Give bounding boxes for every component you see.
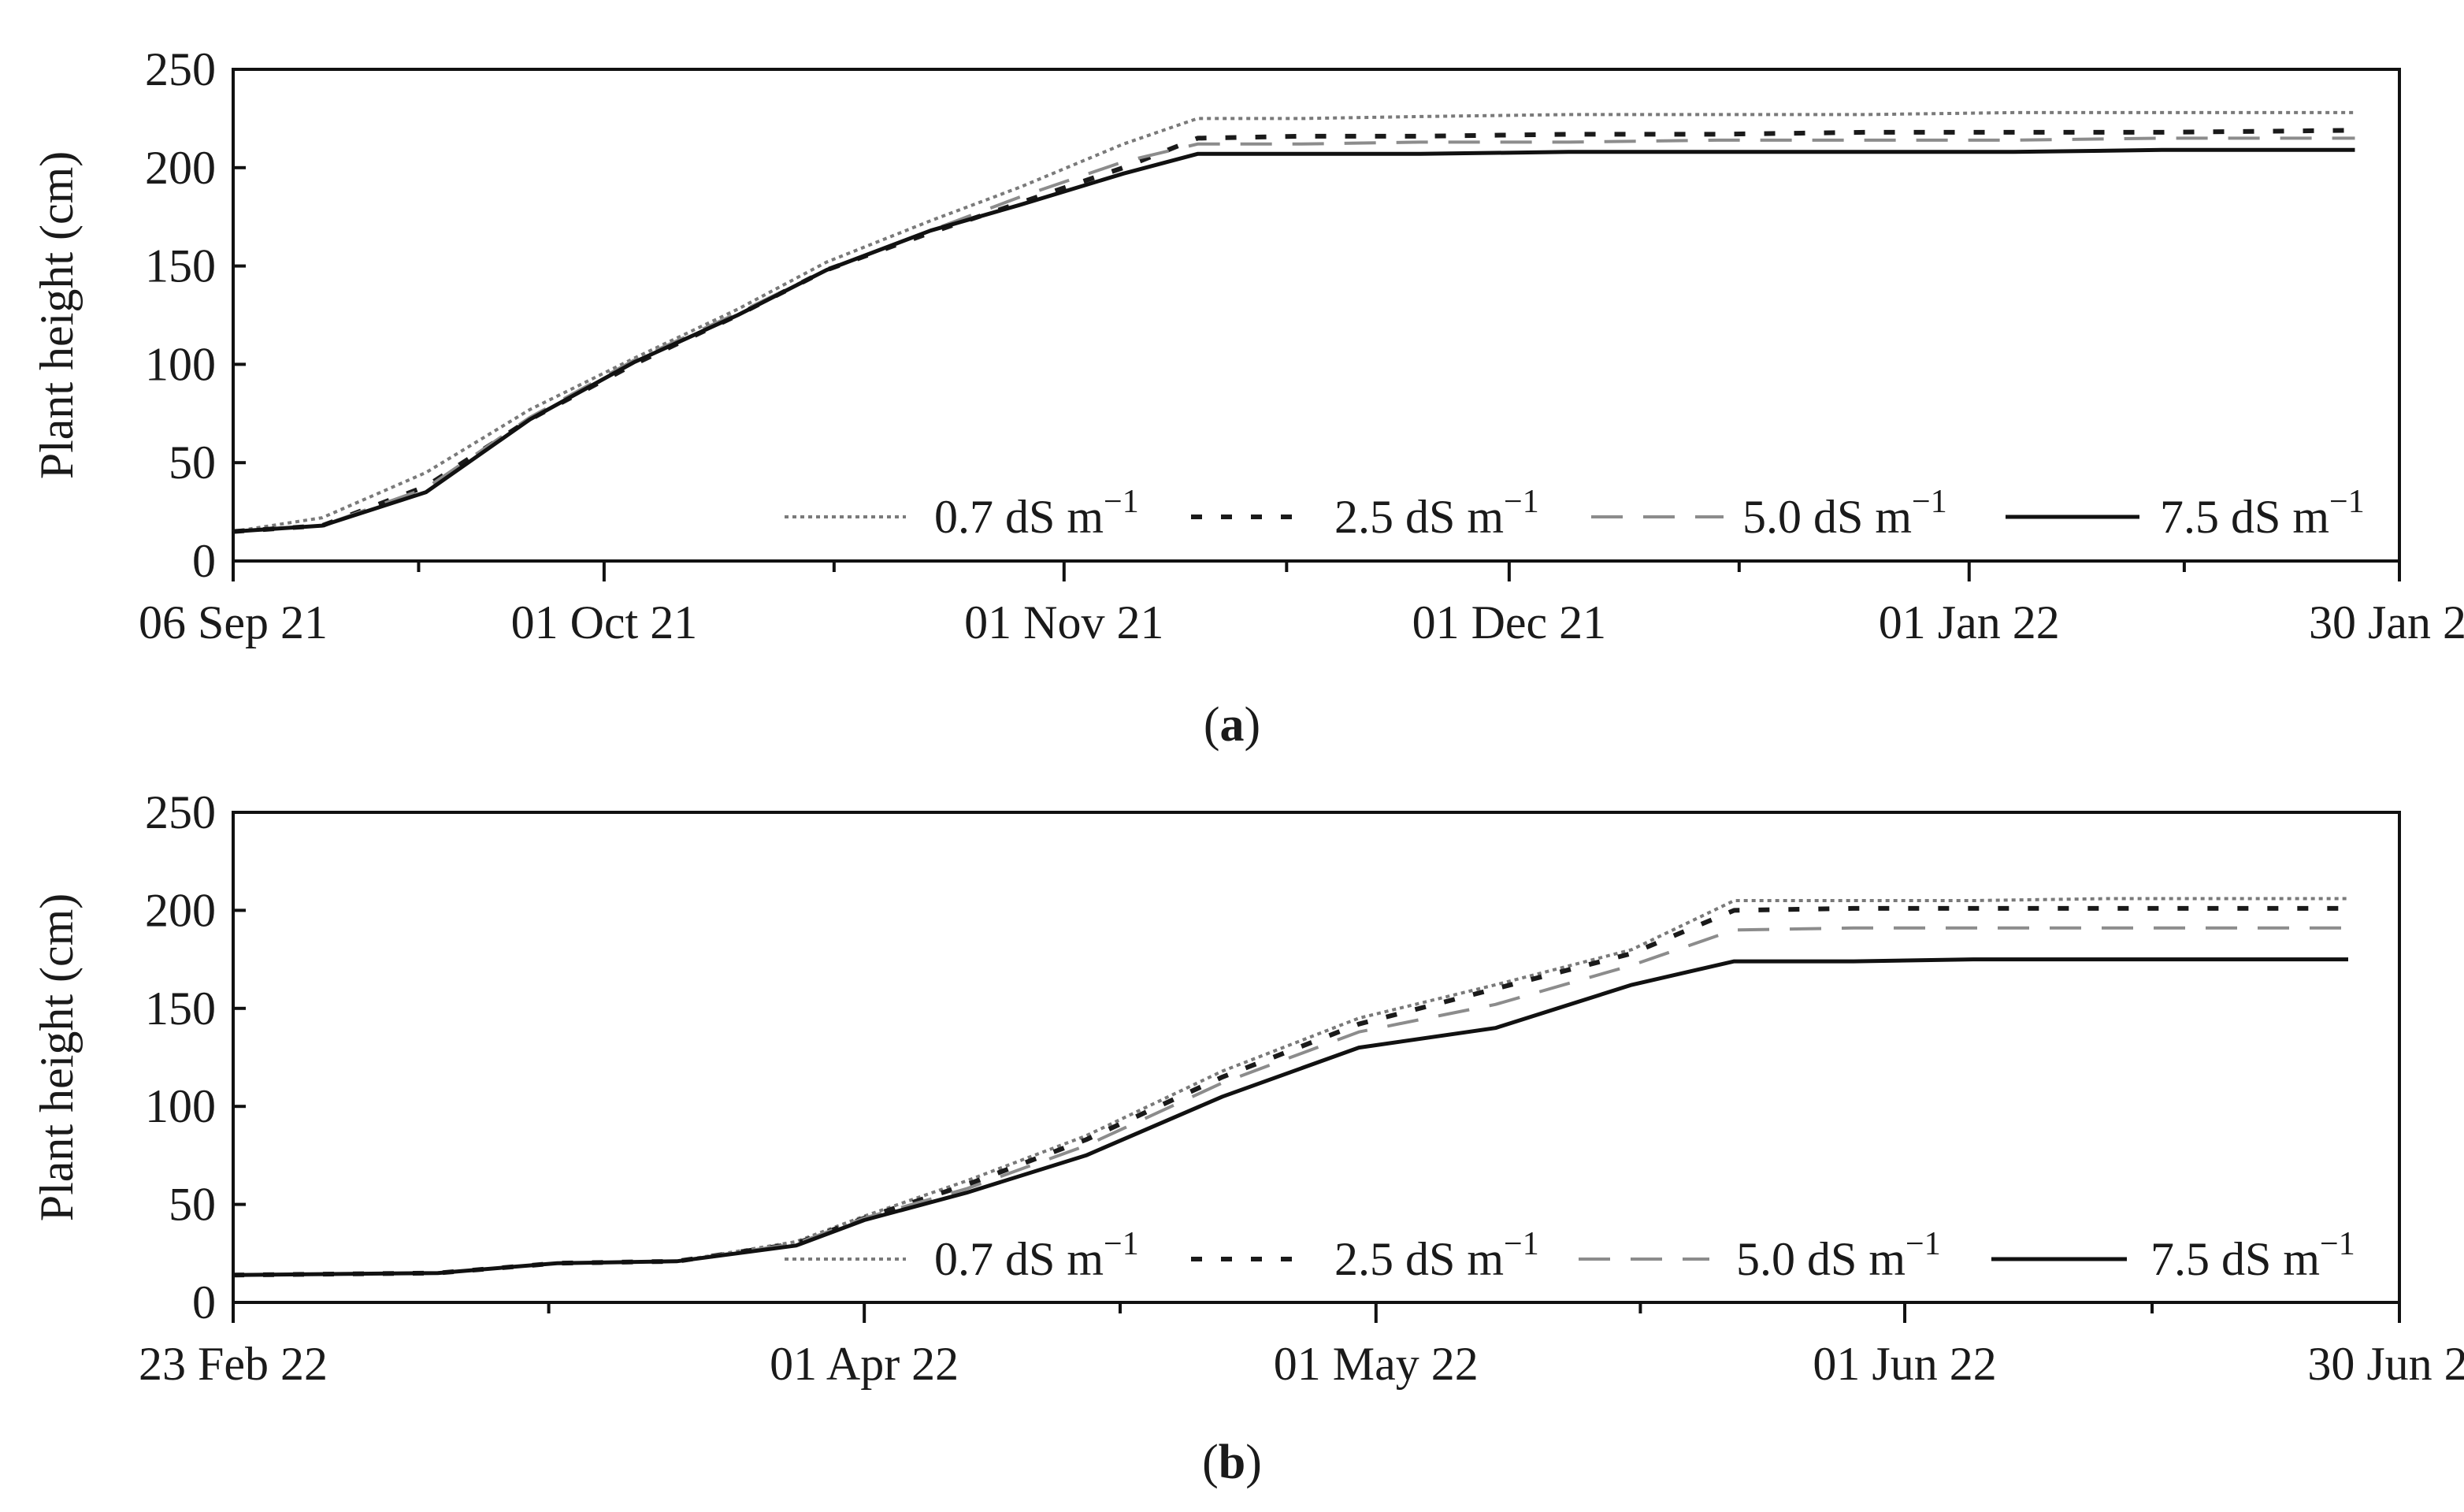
y-tick-label: 0 xyxy=(192,535,216,587)
legend-label-superscript: −1 xyxy=(1906,1226,1941,1262)
series-line-dotted xyxy=(232,897,2348,1277)
panel-label-letter: b xyxy=(1219,1436,1245,1489)
x-tick-label: 30 Jun 22 xyxy=(2307,1338,2464,1390)
legend-label-text: 7.5 dS m xyxy=(2150,1233,2320,1285)
legend-label-superscript: −1 xyxy=(1504,484,1539,520)
panel-label-close-paren: ) xyxy=(1245,698,1261,752)
legend-label-superscript: −1 xyxy=(1504,1226,1539,1262)
x-tick-label: 23 Feb 22 xyxy=(139,1338,328,1390)
legend-label-text: 7.5 dS m xyxy=(2160,491,2329,543)
x-tick-label: 01 May 22 xyxy=(1274,1338,1479,1390)
x-tick-label: 01 Oct 21 xyxy=(511,596,698,648)
y-tick-label: 150 xyxy=(145,983,216,1035)
series-line-dashed-long xyxy=(232,926,2348,1277)
y-tick-label: 200 xyxy=(145,884,216,936)
y-tick-label: 150 xyxy=(145,240,216,292)
legend-label: 0.7 dS m−1 xyxy=(934,1226,1139,1285)
legend-label-superscript: −1 xyxy=(1104,484,1139,520)
y-tick-label: 50 xyxy=(169,1179,216,1231)
legend-label: 7.5 dS m−1 xyxy=(2160,484,2365,543)
y-axis-label: Plant height (cm) xyxy=(31,151,83,480)
legend-label: 2.5 dS m−1 xyxy=(1334,1226,1539,1285)
y-tick-label: 0 xyxy=(192,1276,216,1328)
legend-label: 5.0 dS m−1 xyxy=(1742,484,1947,543)
plot-frame xyxy=(232,811,2401,1304)
legend-label-superscript: −1 xyxy=(2320,1226,2355,1262)
legend-label: 2.5 dS m−1 xyxy=(1334,484,1539,543)
panel-label-close-paren: ) xyxy=(1245,1436,1262,1489)
panel-label-open-paren: ( xyxy=(1202,1436,1219,1489)
x-tick-label: 01 Nov 21 xyxy=(964,596,1163,648)
x-tick-label: 01 Jan 22 xyxy=(1879,596,2060,648)
y-axis-label: Plant height (cm) xyxy=(31,893,83,1222)
panel-a-plant-height-chart: 0 50 100 150 200 250 06 Sep 21 01 Oct 21 01 Nov … xyxy=(31,43,2464,752)
x-tick-label: 01 Jun 22 xyxy=(1813,1338,1996,1390)
series-line-dashed-long xyxy=(232,136,2355,533)
x-tick-label: 06 Sep 21 xyxy=(139,596,328,648)
legend-label-text: 2.5 dS m xyxy=(1334,491,1504,543)
series-line-solid xyxy=(232,957,2348,1277)
y-tick-label: 50 xyxy=(169,437,216,489)
series-line-dashed-short xyxy=(232,905,2348,1278)
x-tick-label: 30 Jan 22 xyxy=(2309,596,2464,648)
series-line-solid xyxy=(232,147,2355,534)
plot-frame xyxy=(232,68,2401,563)
y-tick-label: 250 xyxy=(145,786,216,838)
series-line-dotted xyxy=(232,110,2355,533)
legend-label: 7.5 dS m−1 xyxy=(2150,1226,2355,1285)
series-line-dashed-short xyxy=(232,128,2355,534)
legend-label-text: 5.0 dS m xyxy=(1736,1233,1906,1285)
legend-label-text: 5.0 dS m xyxy=(1742,491,1912,543)
legend-label-superscript: −1 xyxy=(1912,484,1947,520)
legend-label-superscript: −1 xyxy=(1104,1226,1139,1262)
y-tick-label: 100 xyxy=(145,1080,216,1132)
x-tick-label: 01 Dec 21 xyxy=(1412,596,1607,648)
legend-label-text: 2.5 dS m xyxy=(1334,1233,1504,1285)
legend-label-text: 0.7 dS m xyxy=(934,491,1104,543)
y-tick-label: 250 xyxy=(145,43,216,95)
legend-label-text: 0.7 dS m xyxy=(934,1233,1104,1285)
panel-b-plant-height-chart: 0 50 100 150 200 250 23 Feb 22 01 Apr 22 01 May … xyxy=(31,786,2464,1489)
legend-label-superscript: −1 xyxy=(2329,484,2365,520)
legend-label: 0.7 dS m−1 xyxy=(934,484,1139,543)
panel-label: (b) xyxy=(1202,1436,1262,1489)
x-tick-label: 01 Apr 22 xyxy=(770,1338,959,1390)
y-tick-label: 100 xyxy=(145,338,216,390)
y-tick-label: 200 xyxy=(145,142,216,194)
panel-label-letter: a xyxy=(1220,698,1245,752)
legend-label: 5.0 dS m−1 xyxy=(1736,1226,1941,1285)
panel-label: (a) xyxy=(1204,698,1260,752)
panel-label-open-paren: ( xyxy=(1204,698,1220,752)
